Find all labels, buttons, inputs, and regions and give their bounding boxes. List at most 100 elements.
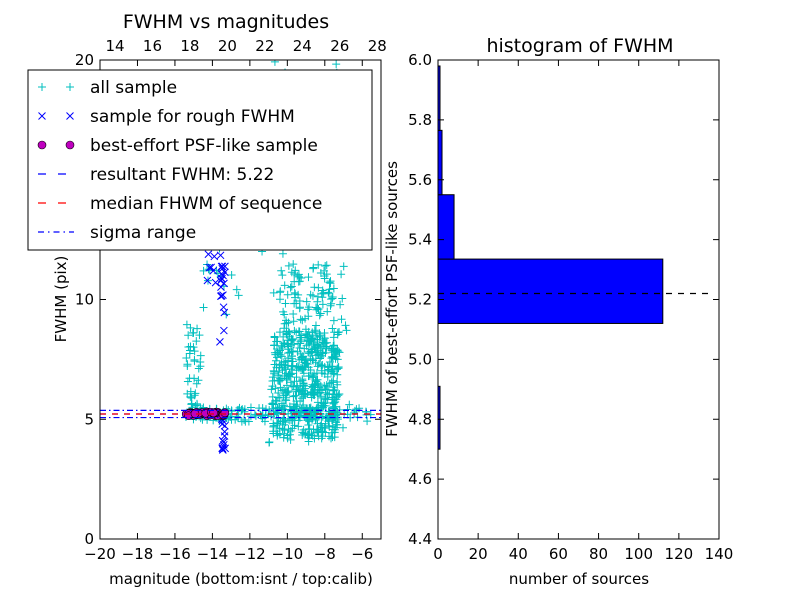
data-point-plus xyxy=(279,391,288,400)
data-point-plus xyxy=(240,405,249,414)
legend-entry-label: all sample xyxy=(90,78,177,98)
data-point-plus xyxy=(199,303,208,312)
data-point-plus xyxy=(255,404,264,413)
data-point-plus xyxy=(309,390,318,399)
data-point-plus xyxy=(327,354,336,363)
data-point-plus xyxy=(320,424,329,433)
data-point-x xyxy=(218,444,227,452)
scatter-top-x-tick-label: 26 xyxy=(330,37,349,55)
data-point-plus xyxy=(270,332,279,341)
data-point-x xyxy=(38,112,46,120)
data-point-plus xyxy=(323,307,332,316)
data-point-plus xyxy=(299,382,308,391)
data-point-plus xyxy=(193,324,202,333)
data-point-plus xyxy=(336,300,345,309)
data-point-x xyxy=(216,276,225,285)
data-point-plus xyxy=(289,317,298,326)
legend-entry-label: sample for rough FWHM xyxy=(90,107,295,127)
data-point-plus xyxy=(301,391,310,400)
data-point-plus xyxy=(328,433,337,442)
data-point-plus xyxy=(295,386,304,395)
legend-entry-label: resultant FWHM: 5.22 xyxy=(90,165,274,185)
scatter-title: FWHM vs magnitudes xyxy=(123,11,329,33)
data-point-plus xyxy=(337,315,346,324)
data-point-plus xyxy=(313,375,322,384)
data-point-plus xyxy=(296,396,305,405)
data-point-plus xyxy=(274,349,283,358)
data-point-plus xyxy=(299,425,308,434)
histogram-bar xyxy=(437,258,664,324)
histogram-y-tick-label: 5.0 xyxy=(408,350,432,368)
data-point-plus xyxy=(270,341,279,350)
data-point-x xyxy=(218,274,226,283)
data-point-plus xyxy=(337,270,346,279)
data-point-plus xyxy=(294,327,303,336)
legend-entry-label: median FHWM of sequence xyxy=(90,194,322,214)
histogram-x-tick-label: 100 xyxy=(624,545,653,563)
data-point-plus xyxy=(297,331,306,340)
data-point-plus xyxy=(276,383,285,392)
data-point-plus xyxy=(330,395,339,404)
scatter-y-tick-label: 10 xyxy=(75,291,94,309)
data-point-plus xyxy=(292,299,301,308)
data-point-plus xyxy=(309,372,318,381)
data-point-plus xyxy=(285,402,294,411)
data-point-plus xyxy=(310,283,319,292)
data-point-plus xyxy=(275,328,284,337)
data-point-plus xyxy=(296,315,305,324)
data-point-plus xyxy=(316,331,325,340)
data-point-plus xyxy=(330,425,339,434)
data-point-plus xyxy=(267,399,276,408)
data-point-plus xyxy=(289,392,298,401)
data-point-plus xyxy=(194,364,203,373)
data-point-plus xyxy=(325,278,334,287)
data-point-plus xyxy=(341,321,350,330)
data-point-x xyxy=(203,276,212,285)
data-point-plus xyxy=(234,291,243,300)
scatter-top-x-tick-label: 24 xyxy=(293,37,312,55)
data-point-plus xyxy=(292,373,301,382)
data-point-plus xyxy=(303,305,312,314)
data-point-plus xyxy=(291,293,300,302)
data-point-plus xyxy=(277,399,286,408)
data-point-plus xyxy=(227,271,236,280)
data-point-plus xyxy=(301,408,310,417)
data-point-plus xyxy=(182,354,191,363)
scatter-x-tick-label: −16 xyxy=(159,545,191,563)
data-point-plus xyxy=(278,249,287,258)
data-point-plus xyxy=(314,260,323,269)
data-point-plus xyxy=(318,286,327,295)
data-point-plus xyxy=(325,358,334,367)
data-point-plus xyxy=(326,279,335,288)
histogram-x-tick-label: 140 xyxy=(705,545,734,563)
data-point-x xyxy=(210,252,219,261)
histogram-x-tick-label: 20 xyxy=(469,545,488,563)
scatter-x-tick-label: −10 xyxy=(272,545,304,563)
histogram-x-tick-label: 80 xyxy=(589,545,608,563)
data-point-plus xyxy=(332,60,341,69)
data-point-x xyxy=(211,278,220,287)
data-point-plus xyxy=(286,435,295,444)
legend: all sample sample for rough FWHM best-effo… xyxy=(27,69,373,251)
data-point-plus xyxy=(279,401,288,410)
data-point-plus xyxy=(318,403,327,412)
histogram-y-tick-label: 4.4 xyxy=(408,530,432,548)
scatter-top-x-tick-label: 22 xyxy=(255,37,274,55)
data-point-plus xyxy=(329,316,338,325)
data-point-plus xyxy=(311,376,320,385)
scatter-panel: −20 −18 −16 −14 −12 −10 −8 −6 14 16 18 20 22 24 26 28 0 5… xyxy=(27,11,387,588)
data-point-plus xyxy=(280,324,289,333)
data-point-plus xyxy=(314,359,323,368)
data-point-plus xyxy=(280,426,289,435)
data-point-plus xyxy=(186,323,195,332)
data-point-plus xyxy=(276,360,285,369)
scatter-y-tick-label: 20 xyxy=(75,51,94,69)
data-point-plus xyxy=(182,320,191,329)
data-point-plus xyxy=(289,260,298,269)
data-point-plus xyxy=(306,412,315,421)
data-point-plus xyxy=(190,347,199,356)
data-point-plus xyxy=(277,266,286,275)
scatter-y-axis-label: FWHM (pix) xyxy=(52,256,70,343)
data-point-plus xyxy=(324,365,333,374)
